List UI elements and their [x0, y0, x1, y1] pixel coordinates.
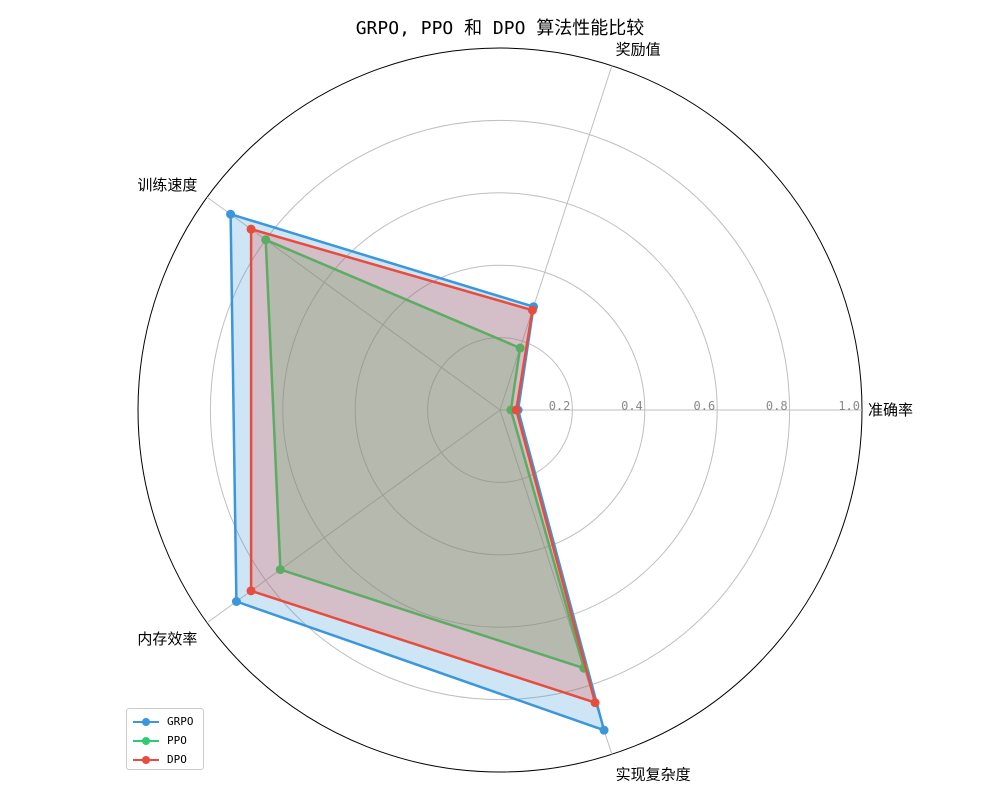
radial-tick-label: 0.8 — [766, 399, 788, 413]
radial-tick-label: 1.0 — [838, 399, 860, 413]
data-point-dpo — [246, 224, 256, 234]
radial-tick-label: 0.2 — [549, 399, 571, 413]
radar-series — [226, 209, 609, 735]
legend-item-dpo: DPO — [133, 750, 197, 769]
axis-label: 奖励值 — [616, 40, 661, 58]
axis-spoke — [206, 409, 501, 624]
legend-swatch-ppo — [133, 736, 159, 746]
legend-label: GRPO — [167, 715, 194, 728]
data-point-ppo — [275, 565, 285, 575]
legend-swatch-dpo — [133, 755, 159, 765]
legend-swatch-grpo — [133, 717, 159, 727]
data-point-grpo — [599, 725, 609, 735]
legend-label: PPO — [167, 734, 187, 747]
radial-tick-label: 0.6 — [694, 399, 716, 413]
legend-item-ppo: PPO — [133, 731, 197, 750]
data-point-dpo — [590, 698, 600, 708]
axis-label: 训练速度 — [137, 176, 197, 194]
legend-label: DPO — [167, 753, 187, 766]
series-area-dpo — [251, 229, 596, 703]
legend-item-grpo: GRPO — [133, 712, 197, 731]
data-point-dpo — [246, 586, 256, 596]
axis-label: 内存效率 — [137, 630, 197, 648]
data-point-grpo — [231, 597, 241, 607]
data-point-ppo — [515, 343, 525, 353]
data-point-dpo — [527, 305, 537, 315]
series-line-dpo — [249, 227, 597, 704]
axis-spoke — [206, 196, 501, 411]
legend: GRPO PPO DPO — [126, 708, 204, 770]
radial-tick-label: 0.4 — [621, 399, 643, 413]
axis-label: 准确率 — [868, 401, 913, 419]
data-point-grpo — [226, 209, 236, 219]
radial-tick-labels: 0.2 0.4 0.6 0.8 1.0 — [549, 399, 860, 413]
data-point-ppo — [261, 235, 271, 245]
chart-title: GRPO, PPO 和 DPO 算法性能比较 — [356, 18, 645, 39]
series-line-ppo — [264, 238, 586, 670]
data-point-dpo — [511, 405, 521, 415]
series-area-ppo — [265, 239, 584, 669]
axis-label: 实现复杂度 — [616, 766, 691, 784]
